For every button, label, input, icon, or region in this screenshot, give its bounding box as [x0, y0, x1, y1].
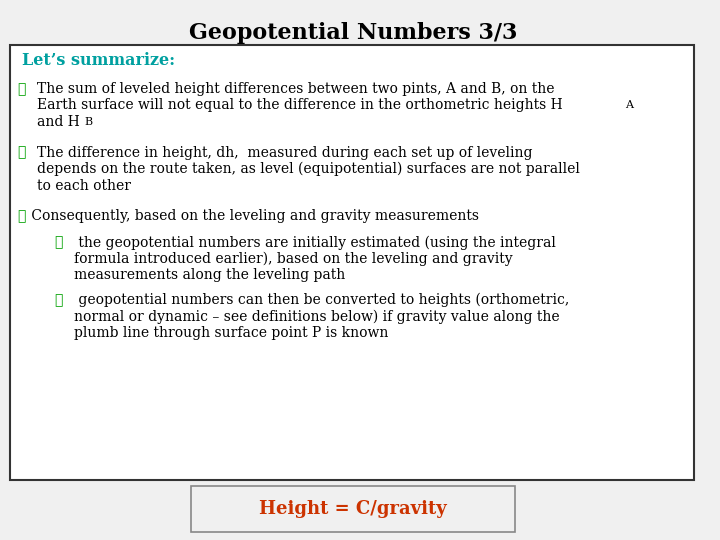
Text: Height = C/gravity: Height = C/gravity	[259, 500, 446, 518]
FancyBboxPatch shape	[10, 45, 694, 480]
Text: depends on the route taken, as level (equipotential) surfaces are not parallel: depends on the route taken, as level (eq…	[37, 162, 580, 177]
Text: geopotential numbers can then be converted to heights (orthometric,: geopotential numbers can then be convert…	[73, 293, 569, 307]
Text: B: B	[84, 117, 92, 127]
Text: Consequently, based on the leveling and gravity measurements: Consequently, based on the leveling and …	[27, 209, 480, 223]
Text: formula introduced earlier), based on the leveling and gravity: formula introduced earlier), based on th…	[73, 252, 512, 266]
Text: ➤: ➤	[54, 293, 63, 307]
Text: and H: and H	[37, 115, 80, 129]
Text: ➤: ➤	[18, 82, 26, 96]
Text: Let’s summarize:: Let’s summarize:	[22, 52, 175, 69]
Text: The difference in height, dh,  measured during each set up of leveling: The difference in height, dh, measured d…	[37, 145, 533, 159]
Text: The sum of leveled height differences between two pints, A and B, on the: The sum of leveled height differences be…	[37, 82, 554, 96]
Text: plumb line through surface point P is known: plumb line through surface point P is kn…	[73, 326, 388, 340]
FancyBboxPatch shape	[191, 486, 515, 532]
Text: normal or dynamic – see definitions below) if gravity value along the: normal or dynamic – see definitions belo…	[73, 309, 559, 324]
Text: the geopotential numbers are initially estimated (using the integral: the geopotential numbers are initially e…	[73, 235, 555, 250]
Text: measurements along the leveling path: measurements along the leveling path	[73, 268, 345, 282]
Text: Earth surface will not equal to the difference in the orthometric heights H: Earth surface will not equal to the diff…	[37, 98, 563, 112]
Text: ➤: ➤	[18, 145, 26, 159]
Text: to each other: to each other	[37, 179, 131, 192]
Text: A: A	[625, 100, 634, 111]
Text: Geopotential Numbers 3/3: Geopotential Numbers 3/3	[189, 22, 517, 44]
Text: ➤: ➤	[18, 209, 26, 223]
Text: ➤: ➤	[54, 235, 63, 249]
